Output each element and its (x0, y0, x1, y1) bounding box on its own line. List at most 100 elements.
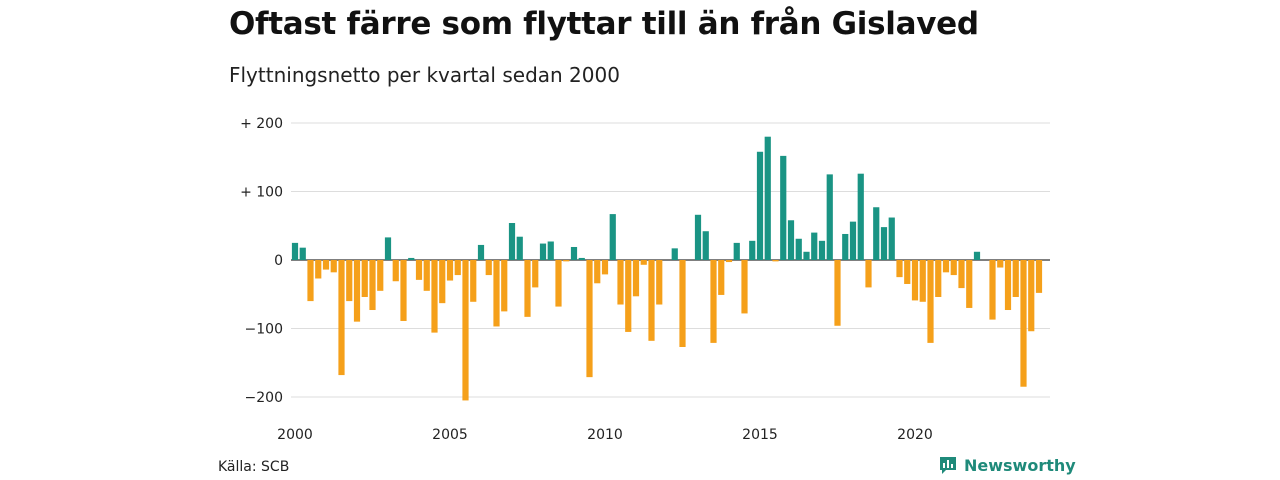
bar (1012, 260, 1019, 297)
bar (973, 251, 981, 260)
y-tick-label: −100 (245, 322, 283, 338)
bar (942, 260, 950, 273)
bar (966, 260, 973, 308)
bar (702, 231, 709, 260)
bar (997, 260, 1004, 268)
x-tick-label: 2015 (742, 427, 778, 443)
bar (353, 260, 361, 322)
brand-logo[interactable]: Newsworthy (938, 455, 1076, 475)
x-tick-label: 2005 (432, 427, 468, 443)
bar (299, 247, 306, 260)
source-note: Källa: SCB (218, 459, 290, 475)
bar (338, 260, 345, 376)
bar (330, 260, 337, 273)
bar (493, 260, 500, 327)
brand-name: Newsworthy (964, 455, 1076, 475)
bar (904, 260, 911, 284)
bar (710, 260, 717, 343)
bar (508, 223, 516, 260)
bar (563, 260, 570, 262)
bar (594, 260, 601, 284)
bar (733, 242, 740, 261)
bar (842, 233, 849, 260)
x-tick-label: 2020 (897, 427, 933, 443)
bar (741, 260, 748, 314)
bar (532, 260, 539, 288)
bar (1035, 260, 1043, 293)
bar (346, 260, 353, 302)
bar (431, 260, 438, 333)
bar (315, 260, 322, 279)
bar (811, 232, 818, 260)
bar (555, 260, 562, 307)
bar (377, 260, 384, 291)
bar (873, 207, 880, 260)
bar (927, 260, 934, 343)
bar (400, 260, 407, 321)
bar (640, 260, 647, 265)
bar (524, 260, 531, 317)
bar (291, 242, 299, 261)
bar (392, 260, 399, 282)
bar (501, 260, 508, 312)
bar (470, 260, 477, 302)
x-tick-label: 2010 (587, 427, 623, 443)
chart-subtitle: Flyttningsnetto per kvartal sedan 2000 (229, 63, 620, 87)
bar (911, 260, 919, 301)
bar (408, 257, 415, 260)
bar (989, 260, 996, 320)
bar (787, 220, 795, 260)
x-tick-label: 2000 (277, 427, 313, 443)
bar (423, 260, 430, 291)
chart-title: Oftast färre som flyttar till än från Gi… (229, 6, 979, 42)
bar (307, 260, 314, 302)
bar (935, 260, 942, 297)
bar (880, 227, 888, 260)
bar (749, 240, 756, 260)
bar (516, 236, 523, 260)
bar (718, 260, 725, 295)
bar (586, 260, 593, 378)
bar (609, 214, 616, 260)
bar (415, 260, 423, 280)
bar (485, 260, 492, 276)
bar (648, 260, 655, 341)
bar (826, 174, 833, 261)
bar (950, 260, 957, 276)
bar (601, 260, 609, 275)
bar (617, 260, 624, 305)
bar (849, 221, 857, 260)
y-tick-label: 0 (274, 253, 283, 269)
bar (322, 260, 330, 270)
bar (780, 155, 787, 260)
bar (547, 241, 554, 260)
bar (446, 260, 454, 281)
bar (725, 260, 733, 263)
bar (570, 246, 578, 261)
bar (656, 260, 663, 305)
bar (694, 214, 702, 260)
y-tick-label: + 200 (240, 116, 283, 132)
bar (679, 260, 686, 347)
bar (1020, 260, 1027, 387)
axis-labels: + 200 + 100 0 −100 −200 2000 2005 2010 2015 2020 (240, 116, 933, 443)
bar (439, 260, 446, 304)
bar (1004, 260, 1012, 311)
bar (865, 260, 872, 288)
bar (369, 260, 376, 311)
bar (834, 260, 841, 326)
bar (958, 260, 965, 289)
bar (1028, 260, 1035, 332)
bar (625, 260, 632, 332)
bar (772, 260, 779, 262)
bar (384, 237, 392, 261)
bar (795, 238, 802, 260)
bar (857, 173, 864, 260)
bar (632, 260, 640, 297)
y-tick-label: + 100 (240, 185, 283, 201)
bar (462, 260, 469, 401)
bar (764, 136, 771, 260)
bar (539, 243, 547, 260)
y-tick-label: −200 (245, 390, 283, 406)
